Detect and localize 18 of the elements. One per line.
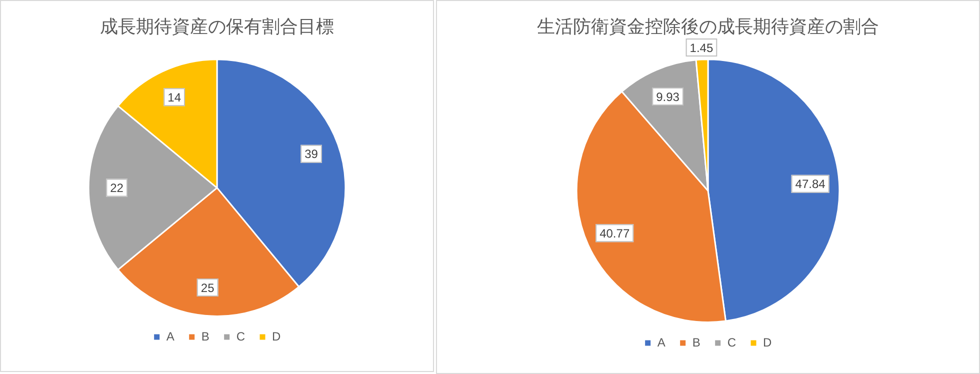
data-label: 39 <box>304 147 318 162</box>
legend-label: A <box>657 335 666 350</box>
data-label: 40.77 <box>600 226 630 240</box>
legend-label: A <box>166 329 174 344</box>
legend-label: C <box>727 335 736 350</box>
data-label: 14 <box>168 90 182 104</box>
legend-label: B <box>201 329 210 344</box>
legend-label: B <box>692 335 700 350</box>
data-label: 22 <box>110 181 124 196</box>
chart-title: 生活防衛資金控除後の成長期待資産の割合 <box>537 16 879 38</box>
data-label: 47.84 <box>795 177 826 192</box>
data-label: 9.93 <box>656 90 680 104</box>
data-label: 25 <box>200 280 215 295</box>
legend-label: D <box>272 329 282 344</box>
data-label: 1.45 <box>690 40 714 55</box>
legend-label: D <box>763 335 772 350</box>
chart-title: 成長期待資産の保有割合目標 <box>100 16 334 38</box>
legend-label: C <box>236 329 246 344</box>
